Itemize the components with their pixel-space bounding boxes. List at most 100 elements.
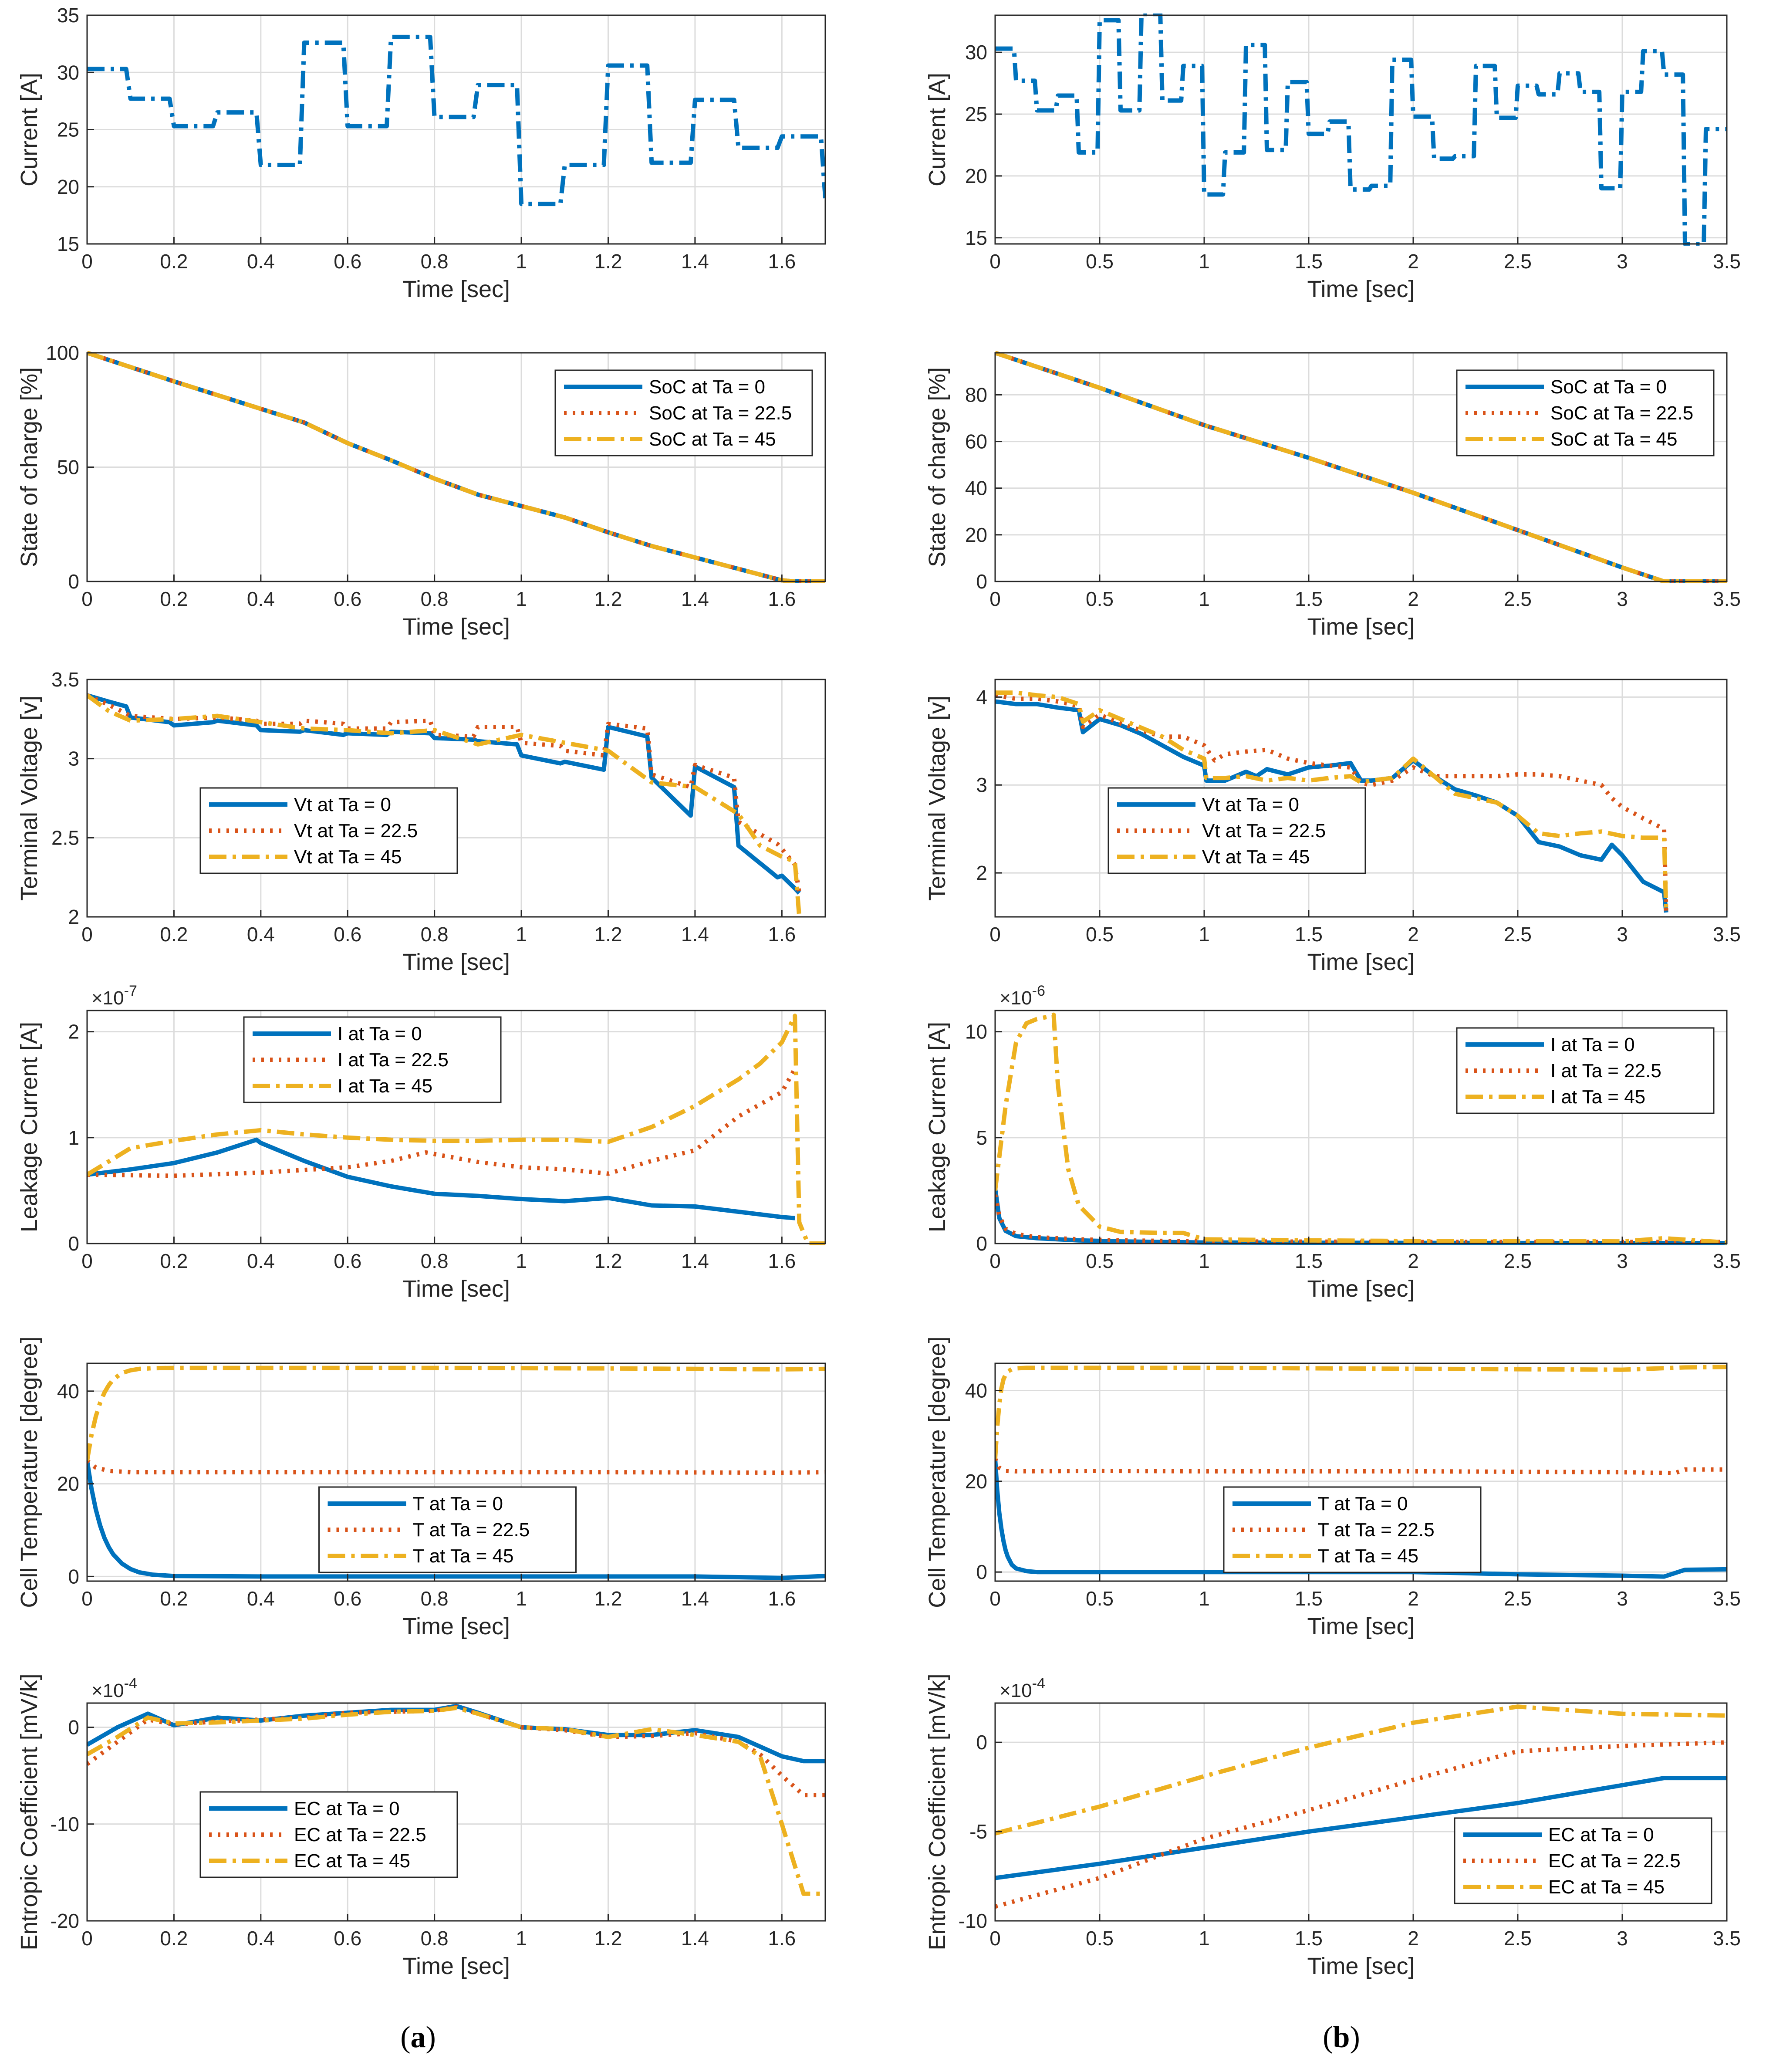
- x-tick-label: 1.5: [1295, 250, 1323, 273]
- x-tick-label: 0.4: [247, 923, 275, 946]
- x-tick-label: 1: [516, 588, 527, 610]
- legend-entry-label: SoC at Ta = 22.5: [649, 402, 792, 424]
- y-tick-label: 5: [976, 1126, 987, 1149]
- x-tick-label: 0.6: [334, 588, 361, 610]
- legend: SoC at Ta = 0 SoC at Ta = 22.5 SoC at Ta =…: [554, 369, 813, 456]
- x-axis-label: Time [sec]: [402, 1276, 510, 1302]
- legend: SoC at Ta = 0 SoC at Ta = 22.5 SoC at Ta =…: [1456, 369, 1715, 456]
- legend-entry-label: Vt at Ta = 0: [294, 794, 391, 815]
- x-tick-label: 1.5: [1295, 588, 1323, 610]
- series-line: [87, 351, 825, 583]
- x-tick-label: 1.2: [594, 1927, 622, 1950]
- legend-entry-label: I at Ta = 45: [1550, 1086, 1645, 1108]
- x-tick-label: 1: [516, 923, 527, 946]
- x-tick-label: 2: [1408, 1587, 1419, 1610]
- legend-entry-label: Vt at Ta = 45: [1202, 846, 1310, 868]
- legend-entry-label: T at Ta = 45: [413, 1545, 514, 1567]
- series-line: [995, 1704, 1727, 1836]
- legend-entry-label: SoC at Ta = 0: [649, 376, 765, 398]
- series-line: [995, 1776, 1727, 1880]
- x-tick-label: 1: [516, 1927, 527, 1950]
- axes-frame: [86, 1010, 826, 1244]
- y-tick-label: 0: [68, 570, 79, 593]
- series-line: [87, 1068, 797, 1178]
- legend-box: [1456, 1027, 1715, 1114]
- x-tick-label: 1: [1199, 1250, 1210, 1272]
- data-layer: [995, 14, 1727, 246]
- legend-box: [1108, 787, 1366, 874]
- y-tick-label: 0: [68, 1565, 79, 1588]
- legend-box: [1223, 1486, 1482, 1573]
- caption-a: (a): [400, 2021, 436, 2054]
- x-tick-label: 1.4: [681, 588, 709, 610]
- x-axis-label: Time [sec]: [1307, 276, 1415, 302]
- y-tick-label: -10: [51, 1813, 79, 1835]
- x-tick-label: 1.4: [681, 1250, 709, 1272]
- x-tick-label: 1.5: [1295, 1587, 1323, 1610]
- x-tick-label: 2: [1408, 250, 1419, 273]
- legend-entry-label: Vt at Ta = 22.5: [294, 820, 418, 842]
- series-line: [87, 1137, 795, 1220]
- x-tick-label: 2: [1408, 1927, 1419, 1950]
- x-tick-label: 0: [81, 1250, 93, 1272]
- x-tick-label: 1: [516, 250, 527, 273]
- legend: T at Ta = 0 T at Ta = 22.5 T at Ta = 45: [318, 1486, 577, 1573]
- data-layer: [995, 690, 1668, 913]
- x-tick-label: 2: [1408, 923, 1419, 946]
- x-tick-label: 0.5: [1086, 250, 1114, 273]
- y-tick-label: 40: [965, 477, 987, 500]
- x-tick-label: 0: [989, 1587, 1001, 1610]
- x-tick-label: 0: [989, 250, 1001, 273]
- x-tick-label: 2.5: [1504, 1927, 1532, 1950]
- x-tick-label: 1.5: [1295, 923, 1323, 946]
- x-tick-label: 0.8: [421, 1927, 449, 1950]
- legend-entry-label: SoC at Ta = 45: [649, 429, 776, 450]
- x-tick-label: 0.5: [1086, 1927, 1114, 1950]
- x-tick-label: 3: [1617, 250, 1628, 273]
- x-axis-label: Time [sec]: [1307, 949, 1415, 975]
- data-layer: [87, 1366, 825, 1580]
- axes-frame: [86, 1362, 826, 1582]
- y-tick-label: 25: [965, 103, 987, 125]
- y-tick-label: 20: [57, 1473, 79, 1495]
- legend-entry-label: T at Ta = 45: [1317, 1545, 1418, 1567]
- series-line: [995, 1458, 1727, 1579]
- x-tick-label: 3: [1617, 1927, 1628, 1950]
- y-tick-label: 1: [68, 1126, 79, 1149]
- x-tick-label: 1: [1199, 923, 1210, 946]
- x-tick-label: 2.5: [1504, 588, 1532, 610]
- y-axis-label: Cell Temperature [degree]: [16, 1336, 42, 1608]
- x-tick-label: 0.2: [160, 250, 188, 273]
- x-tick-label: 0.4: [247, 1927, 275, 1950]
- x-tick-label: 3.5: [1713, 923, 1741, 946]
- x-tick-label: 3.5: [1713, 588, 1741, 610]
- x-tick-label: 1: [516, 1587, 527, 1610]
- y-axis-label: Current [A]: [924, 73, 950, 186]
- x-axis-label: Time [sec]: [402, 1613, 510, 1639]
- x-tick-label: 0.5: [1086, 1250, 1114, 1272]
- x-tick-label: 0: [989, 1250, 1001, 1272]
- y-tick-label: 25: [57, 118, 79, 141]
- y-tick-label: 15: [965, 226, 987, 249]
- axes-frame: [994, 14, 1728, 245]
- axes-frame: [994, 679, 1728, 918]
- axes-frame: [86, 1702, 826, 1922]
- y-tick-label: 100: [46, 341, 79, 364]
- legend-entry-label: T at Ta = 0: [1317, 1493, 1408, 1514]
- y-tick-label: 0: [976, 570, 987, 593]
- y-tick-label: 40: [57, 1380, 79, 1403]
- legend-entry-label: EC at Ta = 0: [1548, 1824, 1654, 1846]
- series-line: [87, 1704, 825, 1798]
- x-tick-label: 0: [81, 250, 93, 273]
- x-tick-label: 1.2: [594, 250, 622, 273]
- x-tick-label: 0.6: [334, 250, 361, 273]
- y-tick-label: 0: [68, 1232, 79, 1255]
- legend-entry-label: EC at Ta = 45: [1548, 1876, 1665, 1898]
- x-tick-label: 1.4: [681, 1927, 709, 1950]
- x-tick-label: 0: [81, 588, 93, 610]
- legend-entry-label: T at Ta = 22.5: [1317, 1519, 1435, 1541]
- x-axis-label: Time [sec]: [1307, 1953, 1415, 1979]
- x-tick-label: 3: [1617, 1587, 1628, 1610]
- x-tick-label: 0.8: [421, 250, 449, 273]
- x-axis-label: Time [sec]: [1307, 614, 1415, 640]
